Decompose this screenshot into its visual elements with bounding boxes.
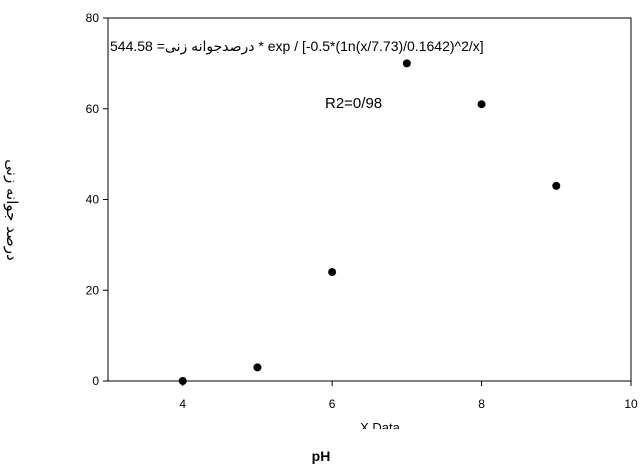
y-tick-label: 0 (92, 374, 99, 388)
data-point (552, 181, 561, 190)
x-tick-label: 10 (624, 397, 638, 411)
y-axis-label: درصد جوانه زنی (3, 159, 21, 261)
data-point (253, 363, 262, 372)
r2-annotation: R2=0/98 (325, 95, 382, 112)
x-tick-label: 8 (478, 397, 485, 411)
data-point (402, 59, 411, 68)
data-points (178, 59, 561, 385)
data-point (178, 377, 187, 385)
data-point (328, 268, 337, 277)
y-tick-label: 20 (86, 283, 100, 297)
equation-annotation: درصدجوانه زنی= 544.58 * exp / [-0.5*(1n(… (110, 38, 484, 55)
y-tick-label: 60 (86, 102, 100, 116)
x-axis-label: pH (311, 448, 331, 464)
y-tick-label: 80 (86, 11, 100, 25)
x-tick-label: 6 (329, 397, 336, 411)
data-point (477, 100, 486, 109)
axis-ticks: 0 20 40 60 80 4 6 8 10 (86, 11, 638, 411)
y-tick-label: 40 (86, 193, 100, 207)
x-axis-hidden-label: X Data (360, 420, 400, 429)
x-tick-label: 4 (179, 397, 186, 411)
plot-area (107, 17, 632, 382)
